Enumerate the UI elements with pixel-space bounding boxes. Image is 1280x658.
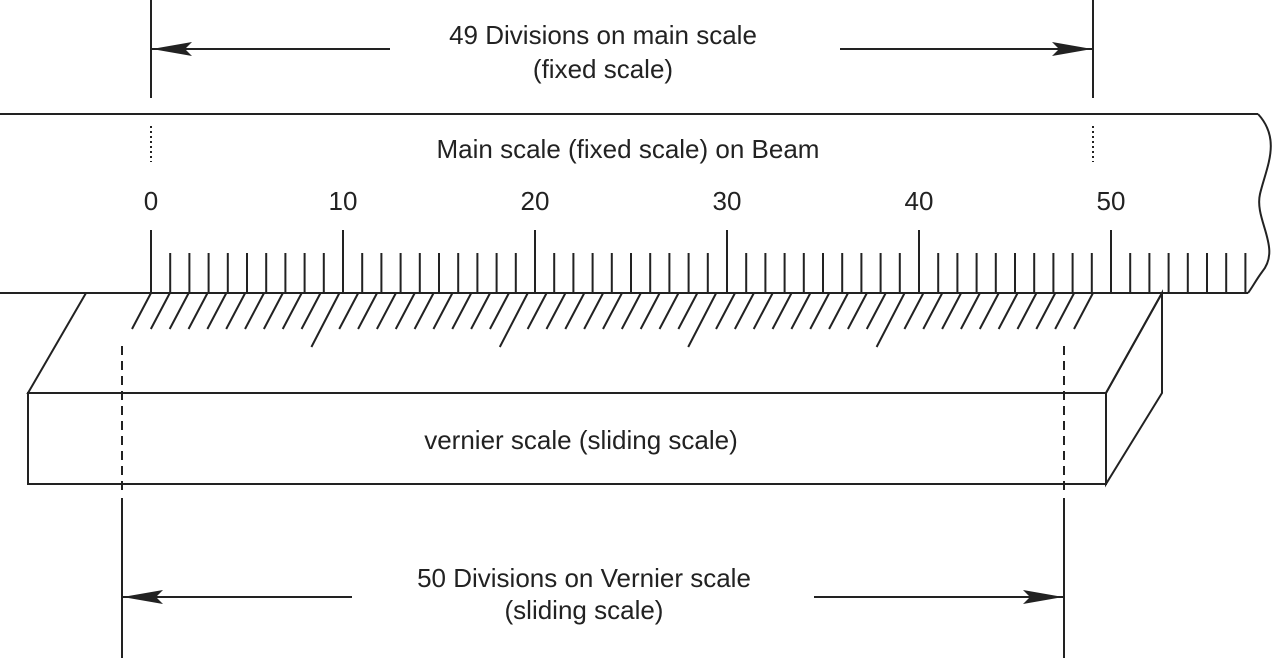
- vernier-tick: [658, 292, 680, 330]
- vernier-tick: [376, 292, 397, 330]
- vernier-tick: [394, 292, 416, 330]
- vernier-tick: [865, 292, 887, 330]
- vernier-major-tick: [498, 292, 529, 348]
- vernier-tick: [413, 292, 435, 330]
- vernier-tick: [206, 292, 228, 330]
- main-scale-number: 10: [329, 186, 358, 216]
- vernier-tick: [244, 292, 265, 330]
- vernier-tick: [847, 292, 868, 330]
- vernier-major-tick: [875, 292, 906, 348]
- vernier-tick: [564, 292, 586, 330]
- main-scale-number: 50: [1097, 186, 1126, 216]
- vernier-tick: [225, 292, 247, 330]
- main-scale-number: 0: [144, 186, 158, 216]
- vernier-tick: [828, 292, 849, 330]
- vernier-tick: [922, 292, 944, 330]
- beam: Main scale (fixed scale) on Beam: [0, 113, 1272, 294]
- vernier-dimension-label: 50 Divisions on Vernier scale: [417, 563, 751, 593]
- vernier-tick: [357, 292, 378, 330]
- vernier-tick: [1054, 292, 1076, 330]
- vernier-tick: [752, 292, 774, 330]
- vernier-tick: [300, 292, 322, 330]
- vernier-tick: [470, 292, 492, 330]
- main-scale-number: 30: [713, 186, 742, 216]
- main-scale-number: 20: [521, 186, 550, 216]
- vernier-tick: [733, 292, 755, 330]
- vernier-scale-dimension: 50 Divisions on Vernier scale (sliding s…: [121, 498, 1065, 658]
- vernier-tick: [715, 292, 736, 330]
- vernier-tick: [771, 292, 793, 330]
- main-scale-numbers: 0 10 20 30 40 50: [144, 186, 1126, 216]
- vernier-major-tick: [687, 292, 718, 348]
- vernier-tick: [809, 292, 831, 330]
- main-scale-number: 40: [905, 186, 934, 216]
- vernier-scale-label: vernier scale (sliding scale): [424, 425, 738, 455]
- vernier-tick: [168, 292, 190, 330]
- main-scale-title: Main scale (fixed scale) on Beam: [437, 134, 820, 164]
- vernier-tick: [1073, 292, 1094, 330]
- vernier-tick: [602, 292, 623, 330]
- vernier-tick: [149, 292, 171, 330]
- vernier-tick: [432, 292, 454, 330]
- vernier-tick: [545, 292, 567, 330]
- vernier-tick: [978, 292, 1000, 330]
- vernier-tick: [451, 292, 473, 330]
- vernier-tick: [131, 292, 152, 330]
- vernier-tick: [903, 292, 925, 330]
- vernier-tick: [639, 292, 661, 330]
- main-scale-dimension: 49 Divisions on main scale (fixed scale): [150, 0, 1094, 98]
- vernier-tick: [941, 292, 963, 330]
- vernier-scale-graduations: [131, 292, 1094, 348]
- main-scale-graduations: [150, 230, 1247, 293]
- vernier-tick: [338, 292, 360, 330]
- vernier-tick: [281, 292, 303, 330]
- vernier-dimension-sublabel: (sliding scale): [505, 595, 664, 625]
- vernier-tick: [1016, 292, 1038, 330]
- vernier-tick: [790, 292, 812, 330]
- vernier-tick: [997, 292, 1019, 330]
- main-scale-dimension-sublabel: (fixed scale): [533, 54, 673, 84]
- vernier-tick: [187, 292, 209, 330]
- vernier-tick: [489, 292, 510, 330]
- vernier-tick: [677, 292, 699, 330]
- vernier-tick: [526, 292, 548, 330]
- beam-break-edge: [1247, 113, 1272, 294]
- vernier-tick: [262, 292, 284, 330]
- vernier-block: vernier scale (sliding scale): [26, 289, 1164, 488]
- vernier-major-tick: [310, 292, 341, 348]
- vernier-side-face: [1105, 289, 1163, 488]
- vernier-tick: [1035, 292, 1057, 330]
- vernier-tick: [960, 292, 981, 330]
- main-scale-dimension-label: 49 Divisions on main scale: [449, 20, 757, 50]
- vernier-tick: [620, 292, 642, 330]
- vernier-tick: [583, 292, 605, 330]
